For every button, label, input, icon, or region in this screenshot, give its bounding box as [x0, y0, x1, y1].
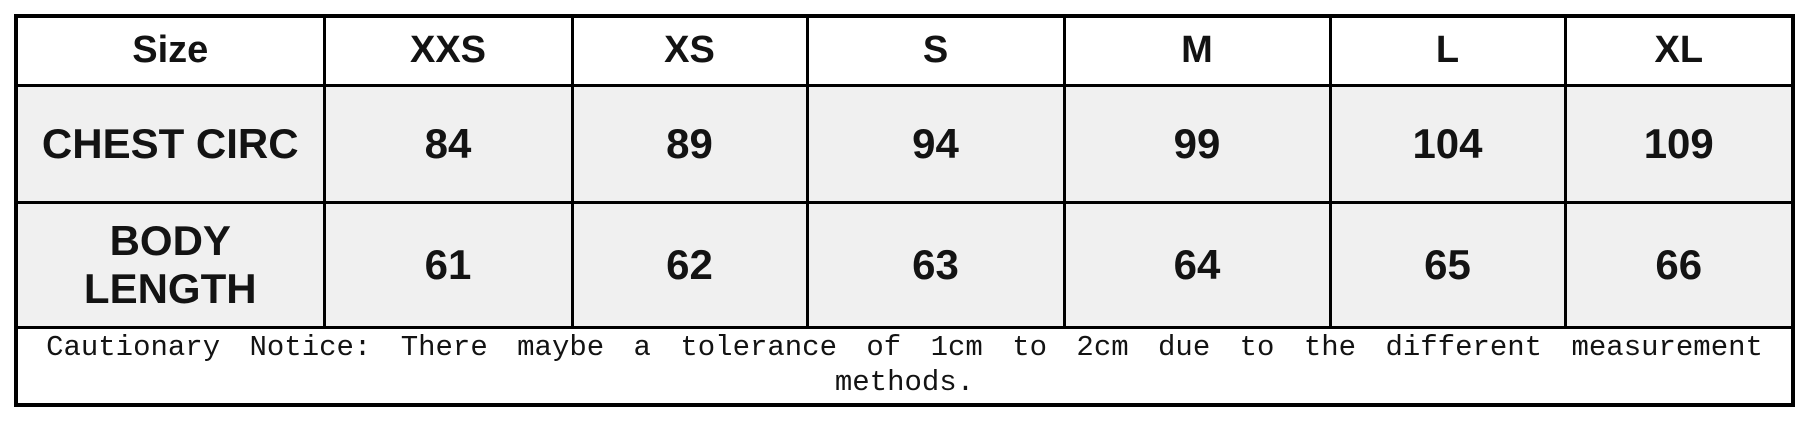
- body-length-l: 65: [1328, 200, 1567, 329]
- body-length-m: 64: [1062, 200, 1332, 329]
- chest-circ-xxs: 84: [322, 83, 574, 204]
- notice-row: Cautionary Notice: There maybe a toleran…: [14, 325, 1795, 406]
- size-col-m: M: [1062, 14, 1332, 87]
- chest-circ-xl: 109: [1563, 83, 1795, 204]
- body-length-xl: 66: [1563, 200, 1795, 329]
- body-length-row: BODY LENGTH 61 62 63 64 65 66: [14, 200, 1795, 329]
- size-header-label: Size: [14, 14, 326, 87]
- body-length-s: 63: [805, 200, 1066, 329]
- body-length-xs: 62: [570, 200, 809, 329]
- body-length-label: BODY LENGTH: [14, 200, 326, 329]
- size-col-l: L: [1328, 14, 1567, 87]
- chest-circ-row: CHEST CIRC 84 89 94 99 104 109: [14, 83, 1795, 204]
- chest-circ-s: 94: [805, 83, 1066, 204]
- body-length-xxs: 61: [322, 200, 574, 329]
- size-chart-table: Size XXS XS S M L XL CHEST CIRC 84 89 94…: [14, 14, 1795, 407]
- size-col-xl: XL: [1563, 14, 1795, 87]
- chest-circ-m: 99: [1062, 83, 1332, 204]
- size-col-xxs: XXS: [322, 14, 574, 87]
- chest-circ-xs: 89: [570, 83, 809, 204]
- cautionary-notice-line1: Cautionary Notice: There maybe a toleran…: [46, 330, 1763, 364]
- cautionary-notice: Cautionary Notice: There maybe a toleran…: [14, 325, 1795, 406]
- size-col-xs: XS: [570, 14, 809, 87]
- chest-circ-label: CHEST CIRC: [14, 83, 326, 204]
- header-row: Size XXS XS S M L XL: [14, 14, 1795, 87]
- chest-circ-l: 104: [1328, 83, 1567, 204]
- size-col-s: S: [805, 14, 1066, 87]
- cautionary-notice-line2: methods.: [834, 365, 975, 399]
